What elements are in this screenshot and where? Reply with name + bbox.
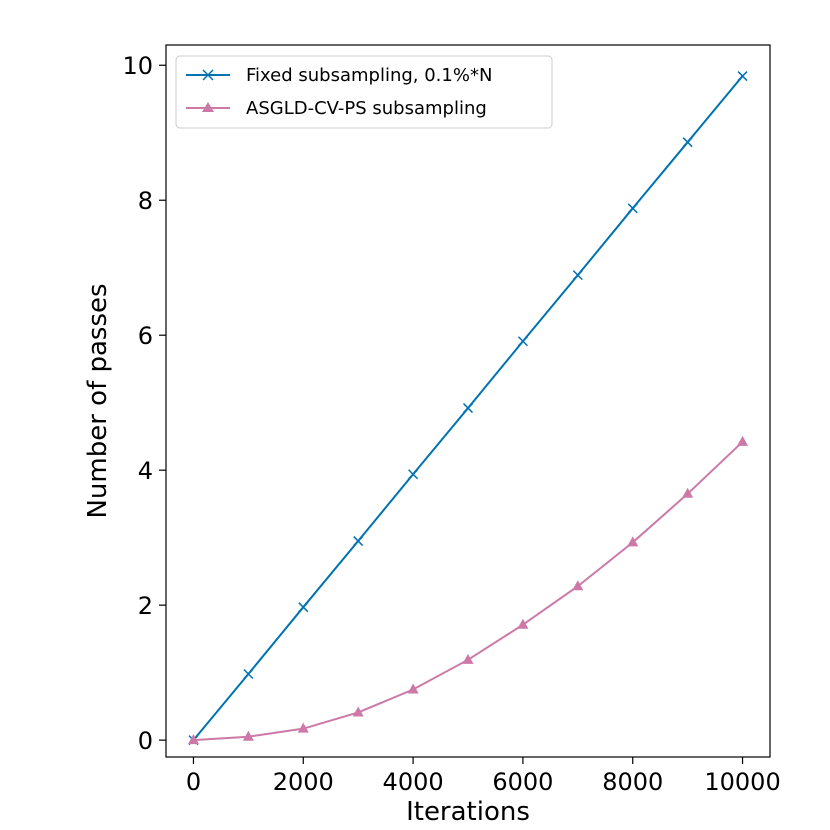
data-point [517, 336, 528, 347]
data-point [462, 653, 474, 664]
data-point [187, 734, 199, 745]
legend-label-asgld: ASGLD-CV-PS subsampling [246, 98, 487, 119]
data-point [737, 435, 749, 446]
data-point [737, 71, 748, 82]
data-point [572, 270, 583, 281]
data-point [298, 602, 309, 613]
data-point [407, 683, 419, 694]
data-point [682, 137, 693, 148]
y-axis-ticks: 0 2 4 6 8 10 [122, 52, 166, 755]
data-point [353, 536, 364, 547]
y-tick-label: 8 [138, 187, 153, 215]
y-tick-label: 4 [138, 457, 153, 485]
x-tick-label: 4000 [383, 768, 444, 796]
data-point [297, 722, 309, 733]
y-tick-label: 0 [138, 727, 153, 755]
x-tick-label: 6000 [492, 768, 553, 796]
legend-box [175, 55, 553, 129]
legend-marker-asgld [202, 102, 214, 112]
data-point [682, 487, 694, 498]
x-axis-label: Iterations [406, 797, 530, 827]
data-point [243, 668, 254, 680]
legend: Fixed subsampling, 0.1%*N ASGLD-CV-PS su… [175, 55, 553, 129]
x-tick-label: 2000 [273, 768, 334, 796]
data-point [242, 730, 254, 741]
data-point [517, 618, 529, 629]
x-tick-label: 0 [186, 768, 201, 796]
y-axis-label: Number of passes [83, 283, 113, 518]
y-tick-label: 10 [122, 52, 153, 80]
y-tick-label: 2 [138, 592, 153, 620]
x-tick-label: 8000 [602, 768, 663, 796]
x-axis-ticks: 0 2000 4000 6000 8000 10000 [186, 757, 781, 796]
data-point [627, 536, 639, 547]
legend-label-fixed: Fixed subsampling, 0.1%*N [246, 65, 492, 86]
data-point [352, 706, 364, 717]
x-tick-label: 10000 [704, 768, 780, 796]
data-point [462, 403, 474, 414]
legend-marker-fixed [202, 69, 214, 81]
data-point [572, 580, 584, 591]
data-point [627, 203, 638, 214]
series-layer [187, 71, 749, 746]
y-tick-label: 6 [138, 322, 153, 350]
data-point [408, 469, 419, 480]
